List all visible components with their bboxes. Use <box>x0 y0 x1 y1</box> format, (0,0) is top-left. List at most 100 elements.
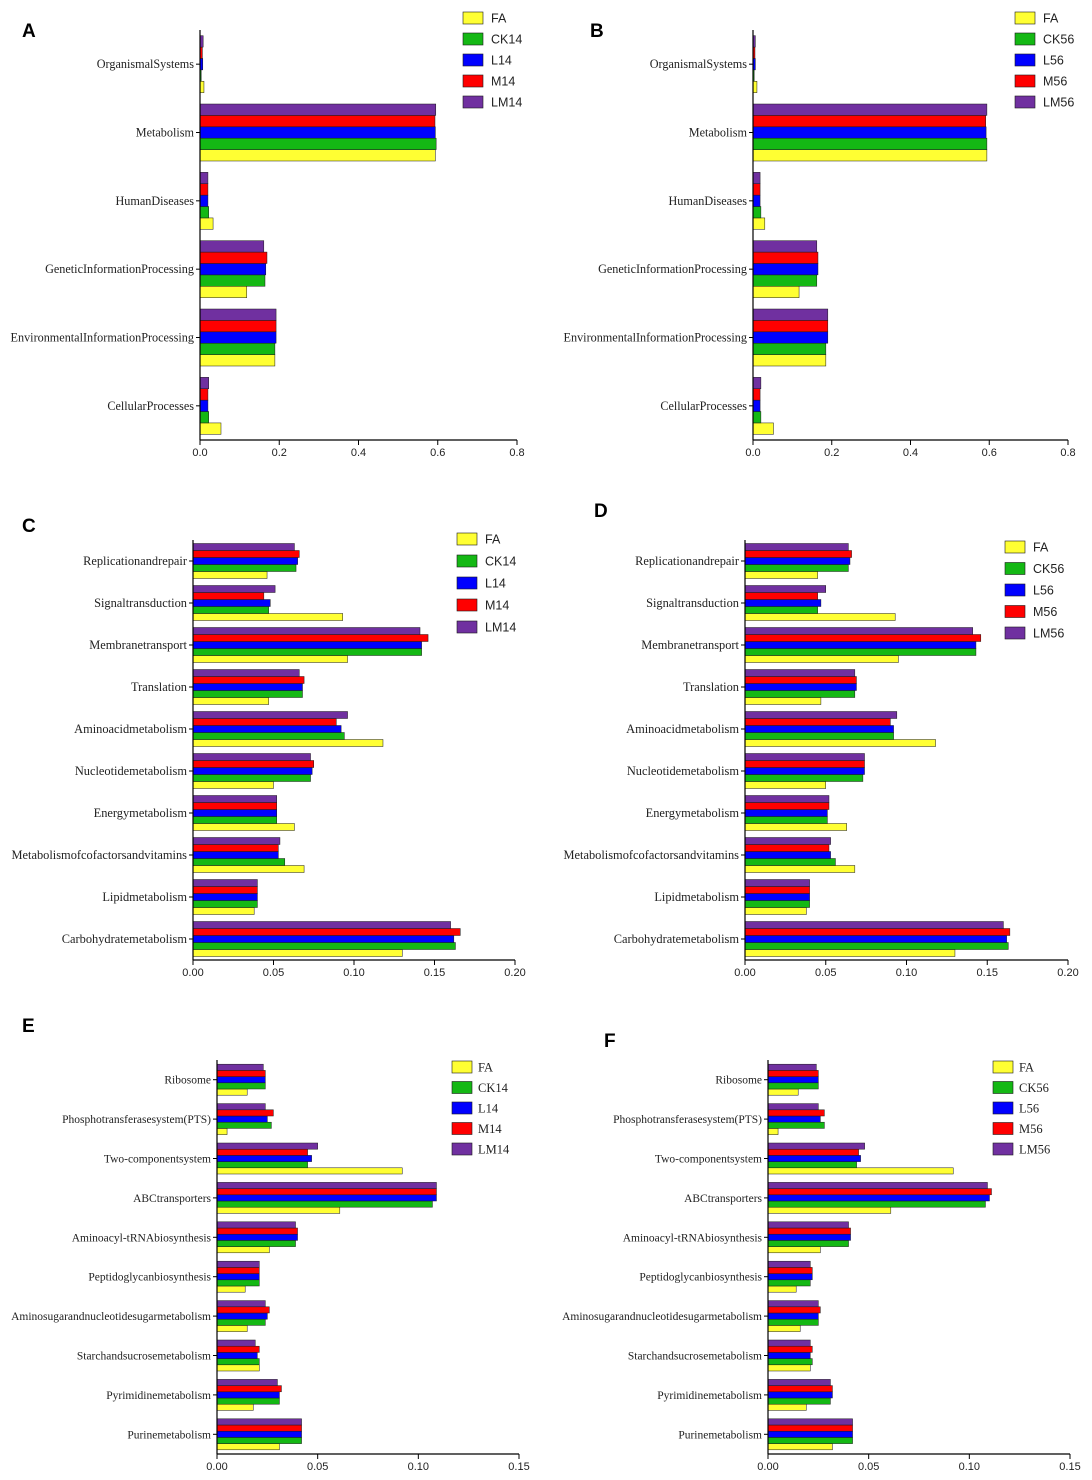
bar-e-pyrimidinemetabolism-m14 <box>216 1385 282 1393</box>
bar-e-two-componentsystem-m14 <box>216 1148 308 1156</box>
bar-f-aminosugarandnucleotidesugarmetabolism-fa <box>767 1325 801 1332</box>
legend-swatch-ck14 <box>451 1081 473 1094</box>
bar-a-humandiseases-fa <box>199 217 214 230</box>
legend-swatch-lm56 <box>1014 95 1036 109</box>
category-label: Ribosome <box>715 1075 762 1087</box>
category-label: Aminosugarandnucleotidesugarmetabolism <box>562 1311 762 1323</box>
bar-f-ribosome-m56 <box>767 1070 819 1077</box>
legend-swatch-m56 <box>1014 74 1036 88</box>
bar-e-purinemetabolism-lm14 <box>216 1418 302 1426</box>
bar-b-geneticinformationprocessing-ck56 <box>752 274 818 287</box>
bar-f-aminosugarandnucleotidesugarmetabolism-lm56 <box>767 1300 819 1308</box>
bar-e-ribosome-lm14 <box>216 1063 264 1071</box>
legend-label: FA <box>491 12 507 26</box>
bar-e-phosphotransferasesystem-pts-fa <box>216 1128 228 1135</box>
category-label: Aminoacidmetabolism <box>626 722 739 736</box>
legend-label: M14 <box>491 75 515 89</box>
bar-d-replicationandrepair-m56 <box>744 550 852 558</box>
bar-e-abctransporters-lm14 <box>216 1182 437 1189</box>
legend-label: LM56 <box>1019 1143 1050 1157</box>
bar-c-lipidmetabolism-fa <box>192 907 255 915</box>
legend-swatch-l14 <box>456 576 478 590</box>
bar-e-aminoacyl-trnabiosynthesis-lm14 <box>216 1221 296 1229</box>
bar-d-membranetransport-l56 <box>744 641 977 649</box>
bar-e-ribosome-fa <box>216 1088 248 1096</box>
bar-e-aminosugarandnucleotidesugarmetabolism-m14 <box>216 1306 270 1314</box>
bar-d-aminoacidmetabolism-ck56 <box>744 732 894 740</box>
category-label: Signaltransduction <box>94 596 187 610</box>
bar-f-starchandsucrosemetabolism-fa <box>767 1364 811 1372</box>
bar-e-phosphotransferasesystem-pts-lm14 <box>216 1103 266 1111</box>
bar-c-signaltransduction-l14 <box>192 599 271 607</box>
bar-f-peptidoglycanbiosynthesis-l56 <box>767 1273 813 1281</box>
legend: FA CK56 L56 M56 LM56 <box>1004 540 1064 641</box>
category-label: Nucleotidemetabolism <box>627 764 740 778</box>
bar-e-two-componentsystem-lm14 <box>216 1142 318 1150</box>
legend: FA CK14 L14 M14 LM14 <box>451 1061 510 1157</box>
bar-f-pyrimidinemetabolism-l56 <box>767 1391 833 1399</box>
legend-label: CK14 <box>491 33 522 47</box>
x-tick-label: 0.00 <box>206 1461 227 1473</box>
bar-a-humandiseases-m14 <box>199 183 209 196</box>
bar-e-aminosugarandnucleotidesugarmetabolism-lm14 <box>216 1300 266 1308</box>
bar-c-nucleotidemetabolism-l14 <box>192 767 313 775</box>
bar-d-membranetransport-ck56 <box>744 648 977 656</box>
bar-e-peptidoglycanbiosynthesis-ck14 <box>216 1279 260 1287</box>
legend: FA CK56 L56 M56 LM56 <box>992 1061 1050 1157</box>
bar-d-signaltransduction-m56 <box>744 592 818 600</box>
x-tick-label: 0.15 <box>1059 1461 1080 1473</box>
bar-f-pyrimidinemetabolism-m56 <box>767 1385 833 1393</box>
bar-e-two-componentsystem-fa <box>216 1167 403 1175</box>
bar-d-translation-l56 <box>744 683 857 691</box>
bar-f-starchandsucrosemetabolism-lm56 <box>767 1339 811 1347</box>
bar-c-replicationandrepair-ck14 <box>192 564 297 572</box>
bar-b-metabolism-ck56 <box>752 137 988 150</box>
bar-f-phosphotransferasesystem-pts-lm56 <box>767 1103 819 1111</box>
bar-d-lipidmetabolism-m56 <box>744 886 810 894</box>
legend-label: FA <box>1043 12 1059 26</box>
bar-c-carbohydratemetabolism-ck14 <box>192 942 456 950</box>
category-label: Metabolism <box>689 126 748 140</box>
bar-e-abctransporters-m14 <box>216 1188 437 1196</box>
bar-d-translation-fa <box>744 697 822 705</box>
bar-b-humandiseases-l56 <box>752 194 761 207</box>
bar-b-environmentalinformationprocessing-ck56 <box>752 342 827 355</box>
category-label: Carbohydratemetabolism <box>614 932 740 946</box>
legend: FA CK56 L56 M56 LM56 <box>1014 12 1074 110</box>
bar-a-cellularprocesses-m14 <box>199 388 209 401</box>
bar-e-phosphotransferasesystem-pts-ck14 <box>216 1121 272 1129</box>
category-label: Energymetabolism <box>646 806 740 820</box>
bar-f-purinemetabolism-l56 <box>767 1430 853 1438</box>
bar-f-peptidoglycanbiosynthesis-fa <box>767 1285 797 1293</box>
bar-c-signaltransduction-m14 <box>192 592 265 600</box>
legend-label: M14 <box>485 599 509 613</box>
bar-c-membranetransport-ck14 <box>192 648 422 656</box>
chart-panel-e: Ribosome Phosphotransferasesystem(PTS) Two… <box>11 1016 530 1473</box>
bar-d-energymetabolism-lm56 <box>744 795 830 803</box>
bar-c-signaltransduction-fa <box>192 613 343 621</box>
bar-c-nucleotidemetabolism-lm14 <box>192 753 311 761</box>
legend-swatch-l14 <box>462 53 484 67</box>
bar-c-lipidmetabolism-l14 <box>192 893 258 901</box>
bar-a-humandiseases-lm14 <box>199 172 209 184</box>
legend-swatch-fa <box>1004 540 1026 554</box>
bar-b-environmentalinformationprocessing-m56 <box>752 320 829 333</box>
legend-swatch-l56 <box>1014 53 1036 67</box>
legend-label: CK56 <box>1043 33 1074 47</box>
bar-c-nucleotidemetabolism-fa <box>192 781 274 789</box>
legend-label: LM14 <box>478 1143 510 1157</box>
bar-f-pyrimidinemetabolism-lm56 <box>767 1379 831 1386</box>
bar-d-translation-ck56 <box>744 690 856 698</box>
bar-a-geneticinformationprocessing-ck14 <box>199 274 266 287</box>
bar-a-cellularprocesses-fa <box>199 422 222 435</box>
bar-f-purinemetabolism-ck56 <box>767 1437 853 1444</box>
category-label: GeneticInformationProcessing <box>598 262 747 276</box>
x-tick-label: 0.15 <box>977 967 998 979</box>
bar-d-metabolismofcofactorsandvitamins-lm56 <box>744 837 831 845</box>
x-tick-label: 0.4 <box>903 447 918 459</box>
panel-letter: A <box>22 21 36 42</box>
bar-f-phosphotransferasesystem-pts-m56 <box>767 1109 825 1117</box>
bar-b-geneticinformationprocessing-lm56 <box>752 240 818 253</box>
category-label: Two-componentsystem <box>104 1154 211 1166</box>
